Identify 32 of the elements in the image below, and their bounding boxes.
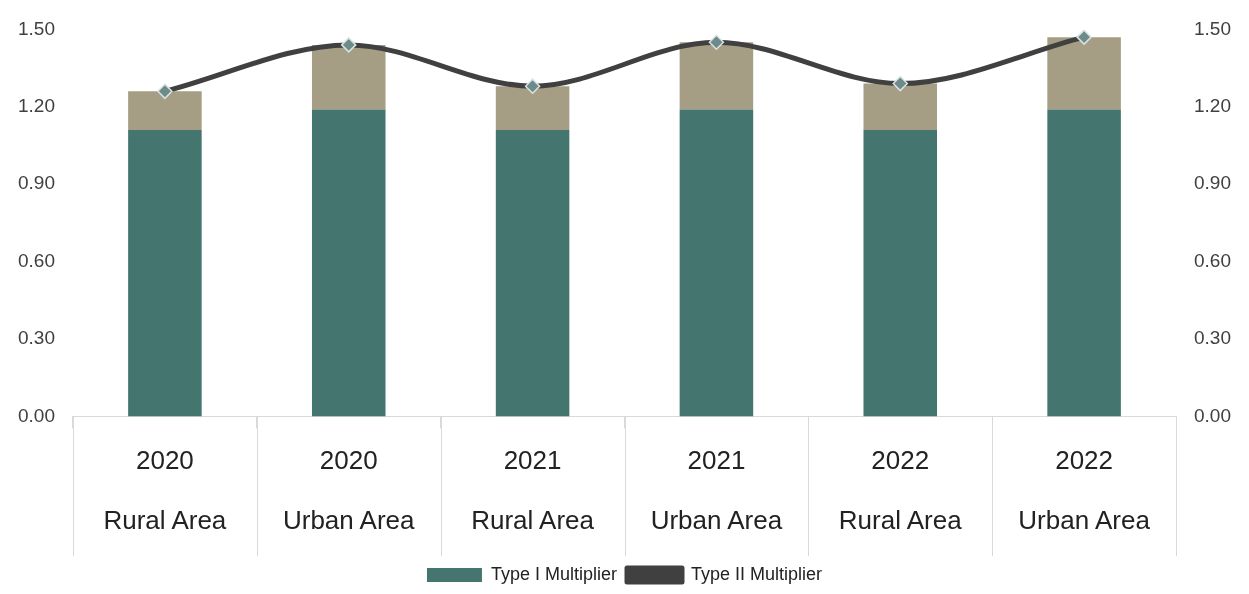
bar xyxy=(679,42,754,110)
bar xyxy=(495,130,570,417)
bar xyxy=(679,109,754,417)
y2-tick-label: 0.60 xyxy=(1194,249,1231,271)
bar xyxy=(495,86,570,131)
bar xyxy=(1047,109,1121,417)
y-tick-label: 0.60 xyxy=(18,249,55,271)
y-tick-label: 0.00 xyxy=(18,404,55,426)
y-tick-label: 0.90 xyxy=(18,172,55,194)
bar xyxy=(128,91,202,131)
bar xyxy=(311,44,386,110)
x-tick-label: 2022 Urban Area xyxy=(1018,445,1151,536)
bar xyxy=(863,130,938,417)
x-tick-label: 2021 Urban Area xyxy=(650,445,783,536)
x-tick-label: 2020 Urban Area xyxy=(282,445,416,536)
bar xyxy=(863,83,938,131)
y2-tick-label: 0.90 xyxy=(1194,172,1231,194)
y-tick-label: 1.20 xyxy=(18,95,55,117)
bar xyxy=(128,130,202,417)
x-tick-label: 2021 Rural Area xyxy=(471,445,595,536)
bar xyxy=(1047,37,1121,110)
y2-tick-label: 1.50 xyxy=(1194,17,1231,39)
y-tick-label: 0.30 xyxy=(18,327,55,349)
y-tick-label: 1.50 xyxy=(18,17,55,39)
legend-label: Type I Multiplier xyxy=(490,563,618,584)
y2-tick-label: 0.00 xyxy=(1194,404,1231,426)
x-tick-label: 2022 Rural Area xyxy=(838,445,963,536)
y2-tick-label: 1.20 xyxy=(1194,95,1231,117)
y2-tick-label: 0.30 xyxy=(1194,327,1231,349)
legend-label: Type II Multiplier xyxy=(691,563,823,584)
bar xyxy=(311,109,386,417)
x-tick-label: 2020 Rural Area xyxy=(103,445,227,536)
